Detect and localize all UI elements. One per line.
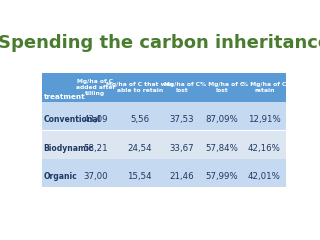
Text: % Mg/ha of C
lost: % Mg/ha of C lost — [200, 82, 244, 93]
Text: 57,84%: 57,84% — [205, 144, 238, 153]
Text: treatment: treatment — [44, 94, 85, 100]
Text: Mg/ha of C
lost: Mg/ha of C lost — [164, 82, 200, 93]
FancyArrow shape — [43, 130, 285, 131]
Text: Conventional: Conventional — [44, 115, 101, 124]
Text: 58,21: 58,21 — [83, 144, 108, 153]
Text: 12,91%: 12,91% — [248, 115, 281, 124]
Text: 37,53: 37,53 — [169, 115, 194, 124]
Text: 24,54: 24,54 — [127, 144, 152, 153]
Text: 5,56: 5,56 — [130, 115, 149, 124]
Text: % Mg/ha of C
retain: % Mg/ha of C retain — [242, 82, 286, 93]
Text: Mg/ha of C
added after
tilling: Mg/ha of C added after tilling — [76, 79, 115, 96]
Text: 42,01%: 42,01% — [248, 172, 281, 181]
Text: 33,67: 33,67 — [169, 144, 194, 153]
Text: 43,09: 43,09 — [83, 115, 108, 124]
Text: 37,00: 37,00 — [83, 172, 108, 181]
Text: 42,16%: 42,16% — [248, 144, 281, 153]
Text: Organic: Organic — [44, 172, 77, 181]
Text: Mg/ha of C that was
able to retain: Mg/ha of C that was able to retain — [106, 82, 173, 93]
Bar — [43, 73, 285, 102]
Text: 21,46: 21,46 — [169, 172, 194, 181]
Text: 57,99%: 57,99% — [205, 172, 238, 181]
Text: Spending the carbon inheritance: Spending the carbon inheritance — [0, 34, 320, 52]
Text: 15,54: 15,54 — [127, 172, 152, 181]
FancyArrow shape — [43, 187, 285, 188]
Text: Biodynamic: Biodynamic — [44, 144, 94, 153]
Text: 87,09%: 87,09% — [205, 115, 238, 124]
Bar — [43, 131, 285, 159]
Bar — [43, 102, 285, 131]
Bar — [43, 159, 285, 188]
